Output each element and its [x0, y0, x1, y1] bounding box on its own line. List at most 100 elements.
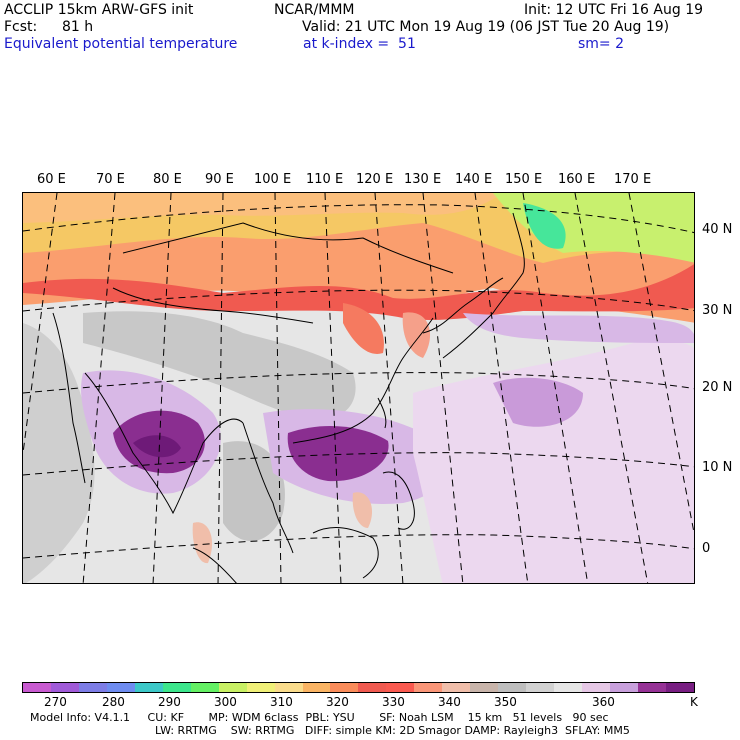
- lon-label: 150 E: [505, 172, 543, 187]
- fcst-label: Fcst:: [4, 19, 38, 35]
- lon-label: 70 E: [96, 172, 125, 187]
- colorbar-tick: 280: [102, 695, 125, 709]
- theta-e-region-grey-tibet: [83, 311, 356, 419]
- coast-philippines: [382, 471, 415, 530]
- coastlines: [52, 212, 525, 583]
- theta-e-region-salmon-korea: [402, 312, 431, 358]
- colorbar-swatch: [470, 683, 499, 692]
- model-info-line2: LW: RRTMG SW: RRTMG DIFF: simple KM: 2D …: [155, 724, 630, 737]
- colorbar-swatch: [78, 683, 107, 692]
- colorbar-tick: 360: [592, 695, 615, 709]
- lat-label: 0: [702, 541, 711, 556]
- theta-e-region-purple-pacific: [493, 377, 583, 427]
- colorbar-swatch: [442, 683, 471, 692]
- init-time: Init: 12 UTC Fri 16 Aug 19: [524, 2, 704, 18]
- coast-japan: [442, 212, 525, 359]
- coast-korea: [422, 277, 504, 334]
- colorbar-swatch: [498, 683, 527, 692]
- smooth-label: sm= 2: [578, 36, 625, 52]
- colorbar-swatch: [330, 683, 359, 692]
- theta-e-region-grey-indochina: [223, 441, 285, 542]
- coast-india: [84, 372, 244, 515]
- valid-time: Valid: 21 UTC Mon 19 Aug 19 (06 JST Tue …: [302, 19, 670, 35]
- center-label: NCAR/MMM: [274, 2, 355, 18]
- coast-arabian: [52, 312, 86, 484]
- colorbar-swatch: [218, 683, 247, 692]
- coast-borneo: [312, 527, 379, 579]
- lon-label: 120 E: [356, 172, 394, 187]
- lat-label: 40 N: [702, 222, 733, 237]
- meridian-160e: [574, 193, 649, 583]
- theta-e-region-red: [23, 264, 694, 320]
- theta-e-region-light-orange: [23, 193, 503, 223]
- colorbar-tick: 340: [438, 695, 461, 709]
- colorbar-tick: 270: [44, 695, 67, 709]
- map-canvas: [23, 193, 694, 583]
- colorbar-tick: 290: [158, 695, 181, 709]
- colorbar-tick: 310: [270, 695, 293, 709]
- colorbar-swatch: [274, 683, 303, 692]
- colorbar-swatch: [246, 683, 275, 692]
- lat-label: 10 N: [702, 460, 733, 475]
- colorbar: [22, 682, 695, 693]
- colorbar-swatch: [637, 683, 666, 692]
- colorbar-swatch: [23, 683, 51, 692]
- meridian-110e: [324, 193, 342, 583]
- colorbar-swatch: [190, 683, 219, 692]
- meridian-140e: [474, 193, 529, 583]
- theta-e-region-red-east-china: [343, 303, 384, 354]
- meridian-120e: [374, 193, 404, 583]
- colorbar-tick: 350: [494, 695, 517, 709]
- colorbar-swatch: [414, 683, 443, 692]
- colorbar-swatch: [358, 683, 387, 692]
- lon-label: 110 E: [306, 172, 344, 187]
- colorbar-swatch: [582, 683, 611, 692]
- lat-label: 30 N: [702, 303, 733, 318]
- model-info-line1: Model Info: V4.1.1 CU: KF MP: WDM 6class…: [30, 711, 609, 724]
- colorbar-swatch: [50, 683, 79, 692]
- meridian-70e: [82, 193, 116, 583]
- lat-label: 20 N: [702, 380, 733, 395]
- colorbar-swatch: [134, 683, 163, 692]
- lon-label: 170 E: [614, 172, 652, 187]
- coast-china: [292, 317, 434, 444]
- theta-e-region-pale-lilac-pacific: [413, 341, 694, 583]
- parallel-0: [23, 534, 694, 559]
- graticule: [23, 193, 694, 583]
- colorbar-swatch: [386, 683, 415, 692]
- coast-sumatra: [192, 547, 237, 583]
- field-name: Equivalent potential temperature: [4, 36, 238, 52]
- coast-indochina: [242, 422, 294, 554]
- border-himalaya: [112, 287, 314, 324]
- meridian-150e: [522, 193, 589, 583]
- colorbar-swatch: [554, 683, 583, 692]
- meridian-90e: [217, 193, 224, 583]
- colorbar-unit: K: [690, 695, 698, 709]
- lon-label: 130 E: [404, 172, 442, 187]
- meridian-130e: [422, 193, 464, 583]
- meridian-100e: [274, 193, 282, 583]
- theta-e-map: [22, 192, 695, 584]
- meridian-80e: [152, 193, 172, 583]
- model-title: ACCLIP 15km ARW-GFS init: [4, 2, 194, 18]
- level-label: at k-index = 51: [303, 36, 416, 52]
- colorbar-tick: 320: [326, 695, 349, 709]
- colorbar-swatch: [162, 683, 191, 692]
- lon-label: 140 E: [455, 172, 493, 187]
- coast-taiwan: [377, 397, 387, 429]
- parallel-30n: [23, 289, 694, 312]
- colorbar-tick: 300: [214, 695, 237, 709]
- colorbar-swatch: [302, 683, 331, 692]
- theta-e-region-darkest-bengal: [133, 435, 181, 458]
- lon-label: 160 E: [558, 172, 596, 187]
- parallel-20n: [23, 372, 694, 394]
- theta-e-region-green: [523, 203, 566, 249]
- colorbar-swatch: [106, 683, 135, 692]
- theta-e-region-salmon-borneo: [352, 492, 373, 528]
- colorbar-swatch: [610, 683, 638, 692]
- meridian-60e: [23, 193, 58, 454]
- lon-label: 100 E: [254, 172, 292, 187]
- theta-e-region-lilac-japan: [463, 313, 694, 343]
- border-mongolia: [122, 222, 454, 274]
- lon-label: 80 E: [153, 172, 182, 187]
